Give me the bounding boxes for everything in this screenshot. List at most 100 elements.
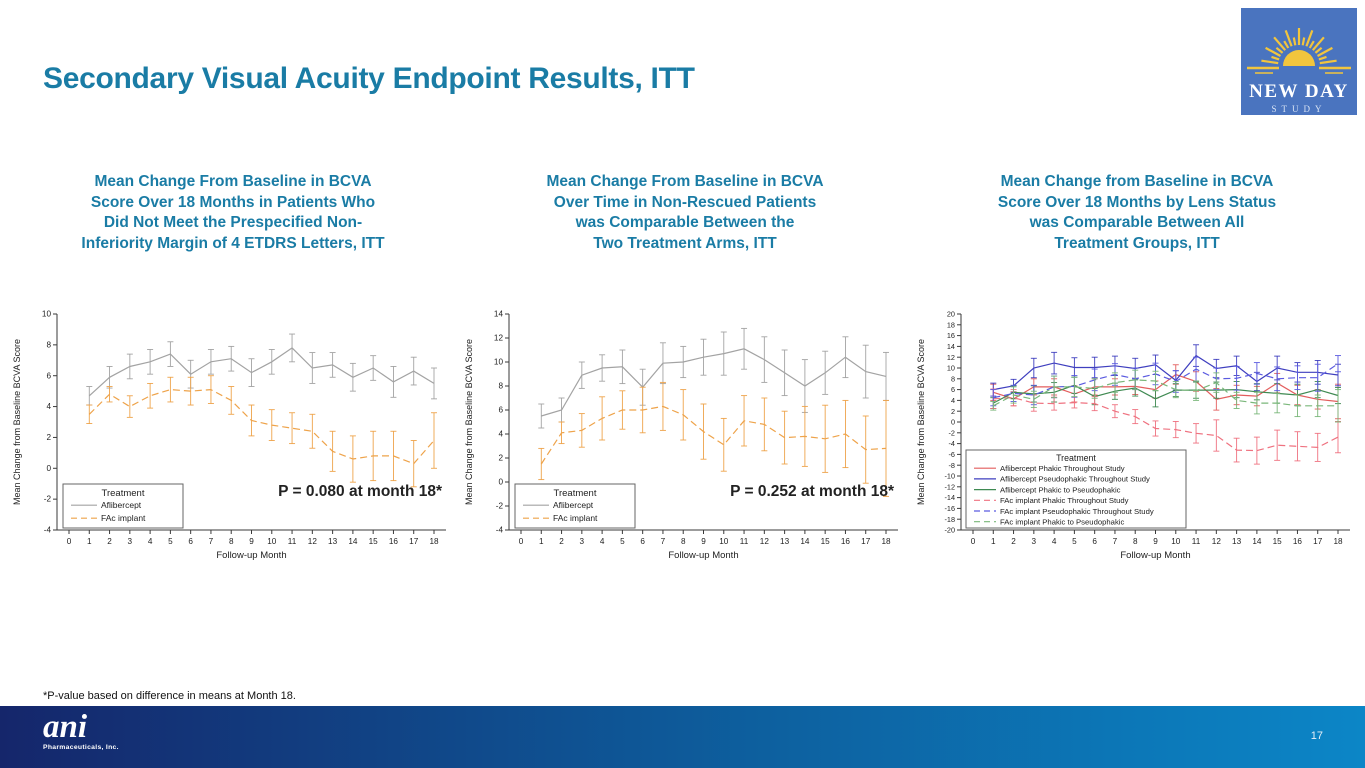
svg-text:-18: -18: [944, 515, 955, 524]
svg-text:12: 12: [493, 334, 503, 343]
svg-text:15: 15: [1272, 537, 1282, 546]
svg-text:15: 15: [820, 537, 830, 546]
svg-text:14: 14: [348, 537, 358, 546]
chart-column-noninferiority: Mean Change From Baseline in BCVA Score …: [10, 172, 456, 600]
svg-text:2: 2: [1011, 537, 1016, 546]
svg-text:9: 9: [1153, 537, 1158, 546]
svg-text:9: 9: [701, 537, 706, 546]
footnote: *P-value based on difference in means at…: [43, 690, 296, 702]
svg-text:11: 11: [1191, 537, 1200, 546]
svg-text:-4: -4: [43, 526, 51, 535]
svg-text:2: 2: [107, 537, 112, 546]
chart-heading-noninferiority: Mean Change From Baseline in BCVA Score …: [81, 173, 385, 252]
svg-text:14: 14: [800, 537, 810, 546]
svg-text:18: 18: [1333, 537, 1343, 546]
svg-text:Mean Change from Baseline BCVA: Mean Change from Baseline BCVA Score: [12, 339, 22, 505]
svg-text:-6: -6: [948, 450, 955, 459]
svg-text:Aflibercept Pseudophakic Throu: Aflibercept Pseudophakic Throughout Stud…: [1000, 475, 1150, 484]
svg-text:12: 12: [307, 537, 317, 546]
svg-text:17: 17: [1313, 537, 1323, 546]
svg-text:13: 13: [328, 537, 338, 546]
svg-text:FAc implant: FAc implant: [101, 513, 146, 523]
svg-text:FAc implant: FAc implant: [553, 513, 598, 523]
svg-text:FAc implant Phakic Throughout: FAc implant Phakic Throughout Study: [1000, 496, 1129, 505]
svg-text:13: 13: [1232, 537, 1242, 546]
svg-text:16: 16: [1292, 537, 1302, 546]
svg-text:16: 16: [388, 537, 398, 546]
svg-text:Follow-up Month: Follow-up Month: [216, 550, 286, 561]
svg-text:14: 14: [1252, 537, 1262, 546]
svg-text:10: 10: [493, 358, 503, 367]
svg-text:13: 13: [780, 537, 790, 546]
svg-text:10: 10: [719, 537, 729, 546]
newday-logo-subtext: STUDY: [1271, 104, 1327, 114]
svg-text:3: 3: [1031, 537, 1036, 546]
svg-text:2: 2: [46, 433, 51, 442]
chart-heading-nonrescued: Mean Change From Baseline in BCVA Over T…: [546, 173, 824, 252]
svg-text:Mean Change from Baseline BCVA: Mean Change from Baseline BCVA Score: [464, 339, 474, 505]
svg-text:0: 0: [498, 478, 503, 487]
svg-text:-4: -4: [495, 526, 503, 535]
svg-text:8: 8: [46, 340, 51, 349]
svg-text:10: 10: [946, 364, 954, 373]
chart-heading-lens-status: Mean Change from Baseline in BCVA Score …: [997, 173, 1277, 252]
svg-text:5: 5: [620, 537, 625, 546]
page-title: Secondary Visual Acuity Endpoint Results…: [43, 62, 695, 95]
svg-text:-14: -14: [944, 493, 955, 502]
svg-text:20: 20: [946, 310, 954, 319]
footer-bar: ani Pharmaceuticals, Inc. 17: [0, 706, 1365, 768]
svg-text:16: 16: [946, 331, 954, 340]
chart-column-nonrescued: Mean Change From Baseline in BCVA Over T…: [462, 172, 908, 600]
svg-text:18: 18: [881, 537, 891, 546]
svg-text:0: 0: [950, 418, 954, 427]
svg-text:Aflibercept: Aflibercept: [101, 500, 142, 510]
svg-text:P = 0.080 at month 18*: P = 0.080 at month 18*: [278, 483, 443, 500]
svg-text:7: 7: [1112, 537, 1117, 546]
chart-lens-status: -20-18-16-14-12-10-8-6-4-202468101214161…: [916, 310, 1350, 561]
svg-text:14: 14: [946, 342, 954, 351]
svg-text:Treatment: Treatment: [101, 488, 144, 499]
svg-text:P = 0.252 at month 18*: P = 0.252 at month 18*: [730, 483, 895, 500]
svg-text:17: 17: [409, 537, 419, 546]
svg-text:12: 12: [946, 353, 954, 362]
svg-text:4: 4: [498, 430, 503, 439]
svg-text:10: 10: [1171, 537, 1181, 546]
svg-text:-2: -2: [948, 428, 955, 437]
svg-text:6: 6: [46, 371, 51, 380]
svg-text:18: 18: [429, 537, 439, 546]
svg-text:12: 12: [759, 537, 769, 546]
svg-text:Mean Change from Baseline BCVA: Mean Change from Baseline BCVA Score: [916, 339, 926, 505]
svg-text:-2: -2: [495, 502, 503, 511]
svg-text:2: 2: [950, 407, 954, 416]
svg-text:6: 6: [188, 537, 193, 546]
svg-text:Treatment: Treatment: [1056, 453, 1096, 463]
svg-text:-8: -8: [948, 461, 955, 470]
svg-text:Aflibercept Phakic to Pseudoph: Aflibercept Phakic to Pseudophakic: [1000, 485, 1121, 494]
svg-text:8: 8: [950, 374, 954, 383]
svg-text:17: 17: [861, 537, 871, 546]
svg-text:10: 10: [267, 537, 277, 546]
svg-text:11: 11: [287, 537, 296, 546]
svg-text:4: 4: [1051, 537, 1056, 546]
svg-text:12: 12: [1211, 537, 1221, 546]
svg-text:4: 4: [46, 402, 51, 411]
page-number: 17: [1310, 730, 1323, 742]
svg-text:-20: -20: [944, 526, 955, 535]
svg-text:11: 11: [739, 537, 748, 546]
svg-text:2: 2: [498, 454, 503, 463]
svg-text:1: 1: [990, 537, 995, 546]
svg-text:Follow-up Month: Follow-up Month: [668, 550, 738, 561]
svg-text:18: 18: [946, 320, 954, 329]
svg-text:6: 6: [950, 385, 954, 394]
svg-text:15: 15: [368, 537, 378, 546]
sunrise-icon: [1247, 28, 1351, 74]
svg-text:0: 0: [970, 537, 975, 546]
svg-text:5: 5: [168, 537, 173, 546]
svg-text:14: 14: [493, 310, 503, 319]
ani-pharmaceuticals-logo: ani Pharmaceuticals, Inc.: [43, 711, 119, 751]
svg-text:8: 8: [498, 382, 503, 391]
svg-text:Treatment: Treatment: [553, 488, 596, 499]
svg-text:0: 0: [46, 464, 51, 473]
